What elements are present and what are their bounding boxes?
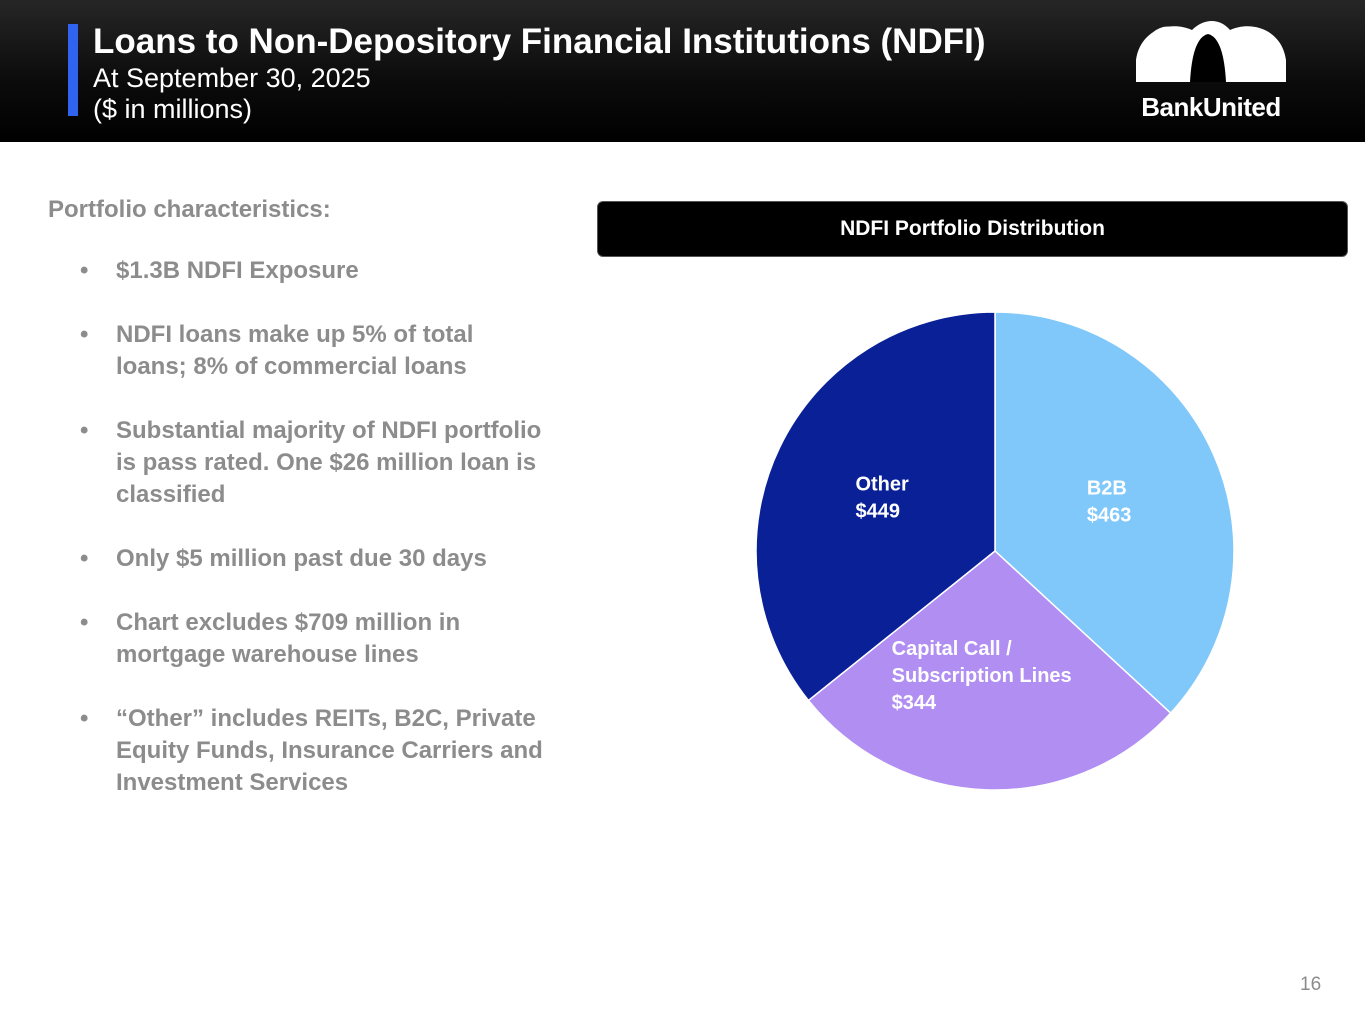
pie-label: Capital Call / Subscription Lines $344 bbox=[892, 638, 1072, 714]
bullet-dot-icon: • bbox=[80, 257, 89, 284]
pie-label-line: Capital Call / bbox=[892, 638, 1012, 660]
bankunited-logo: BankUnited bbox=[1130, 20, 1292, 125]
bullet-dot-icon: • bbox=[80, 609, 89, 636]
pie-label-line: $463 bbox=[1087, 505, 1132, 527]
pie-label-line: $449 bbox=[855, 501, 900, 523]
pie-label-line: $344 bbox=[892, 692, 937, 714]
page-number: 16 bbox=[1300, 974, 1322, 995]
title-accent-bar bbox=[68, 24, 78, 116]
portfolio-characteristics-panel: Portfolio characteristics: • $1.3B NDFI E… bbox=[48, 195, 548, 831]
pie-label-line: Other bbox=[855, 474, 909, 496]
bullet-text: $1.3B NDFI Exposure bbox=[116, 257, 359, 284]
pie-label-line: B2B bbox=[1087, 478, 1127, 500]
slide-title: Loans to Non-Depository Financial Instit… bbox=[93, 22, 986, 61]
bullet-item: • Chart excludes $709 million in mortgage… bbox=[48, 607, 548, 671]
bullet-item: • Substantial majority of NDFI portfolio … bbox=[48, 415, 548, 511]
bullet-text: NDFI loans make up 5% of total loans; 8%… bbox=[116, 321, 474, 380]
chart-title-box: NDFI Portfolio Distribution bbox=[597, 201, 1348, 257]
bullet-item: • NDFI loans make up 5% of total loans; 8… bbox=[48, 319, 548, 383]
bullet-item: • Only $5 million past due 30 days bbox=[48, 543, 548, 575]
bullet-text: “Other” includes REITs, B2C, Private Equ… bbox=[116, 705, 543, 796]
ndfi-pie-chart: B2B $463 Capital Call / Subscription Lines $… bbox=[755, 311, 1235, 791]
bullet-text: Substantial majority of NDFI portfolio i… bbox=[116, 417, 542, 508]
pie-label-line: Subscription Lines bbox=[892, 665, 1072, 687]
bullet-item: • $1.3B NDFI Exposure bbox=[48, 255, 548, 287]
bullet-text: Chart excludes $709 million in mortgage … bbox=[116, 609, 461, 668]
chart-title: NDFI Portfolio Distribution bbox=[840, 217, 1105, 240]
pie-slice-other bbox=[755, 311, 996, 702]
bullet-item: • “Other” includes REITs, B2C, Private Eq… bbox=[48, 703, 548, 799]
slide-subtitle-date: At September 30, 2025 bbox=[93, 63, 371, 93]
bullet-dot-icon: • bbox=[80, 705, 89, 732]
bullet-dot-icon: • bbox=[80, 321, 89, 348]
slide-subtitle-units: ($ in millions) bbox=[93, 94, 253, 124]
bullet-dot-icon: • bbox=[80, 417, 89, 444]
bankunited-logo-arches-icon bbox=[1136, 21, 1286, 82]
bankunited-logo-text: BankUnited bbox=[1141, 92, 1281, 122]
pie-slice-capital-call-subscription-lines bbox=[807, 550, 1172, 791]
slide-header: Loans to Non-Depository Financial Instit… bbox=[0, 0, 1365, 142]
pie-slice-b2b bbox=[994, 311, 1235, 715]
portfolio-characteristics-heading: Portfolio characteristics: bbox=[48, 196, 331, 223]
pie-label: B2B $463 bbox=[1087, 478, 1132, 527]
bullet-dot-icon: • bbox=[80, 545, 89, 572]
bullet-text: Only $5 million past due 30 days bbox=[116, 545, 487, 572]
portfolio-bullet-list: • $1.3B NDFI Exposure • NDFI loans make up… bbox=[48, 255, 548, 799]
pie-label: Other $449 bbox=[855, 474, 909, 523]
